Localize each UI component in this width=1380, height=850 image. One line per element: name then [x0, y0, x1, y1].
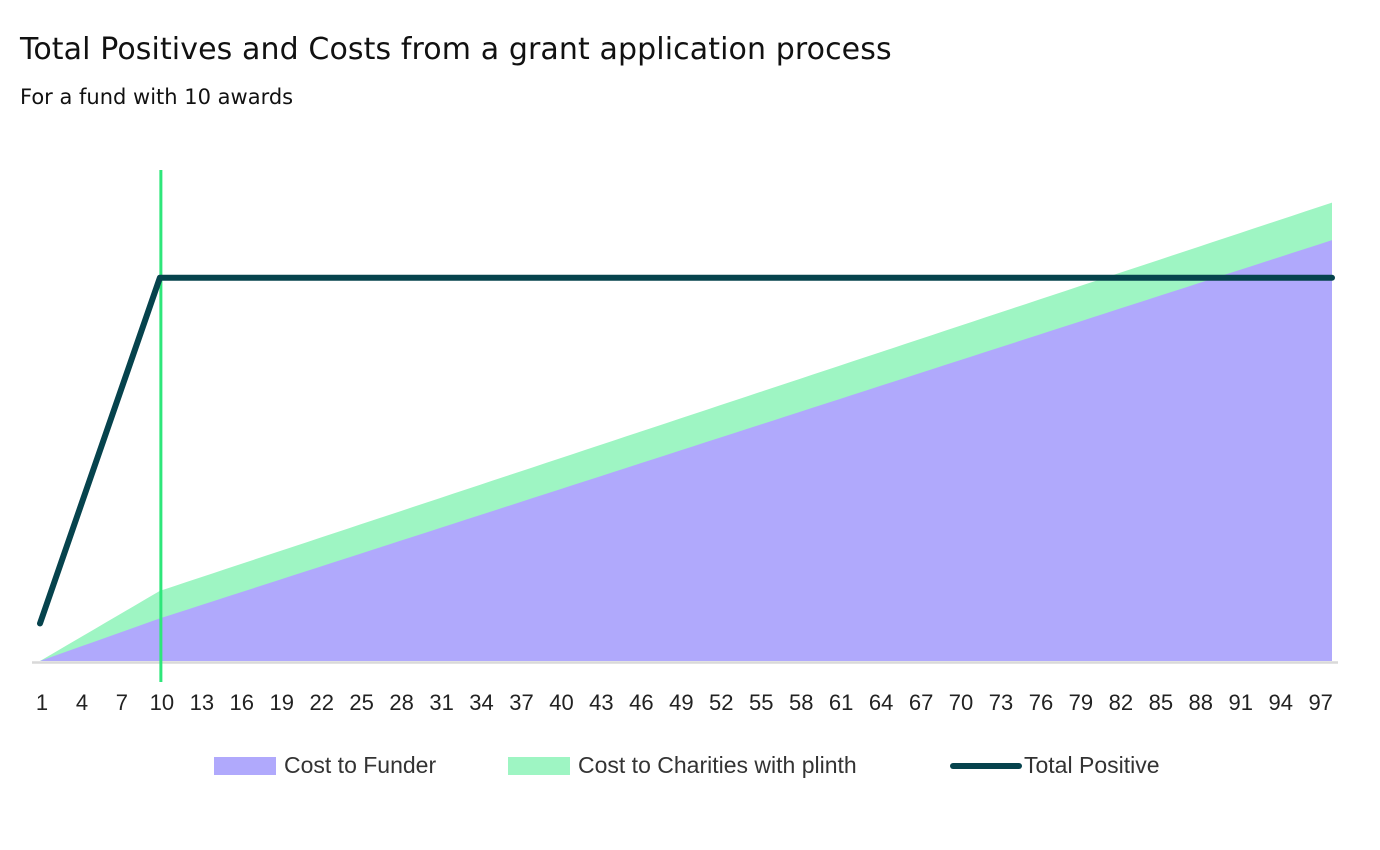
- x-tick-label: 61: [829, 690, 853, 715]
- x-tick-label: 43: [589, 690, 613, 715]
- x-tick-label: 40: [549, 690, 573, 715]
- legend-swatch-total-positive: [950, 762, 1022, 769]
- legend-swatch-funder: [214, 756, 276, 775]
- area-cost-to-funder: [40, 240, 1332, 661]
- x-tick-label: 19: [270, 690, 294, 715]
- x-tick-label: 55: [749, 690, 773, 715]
- chart-subtitle: For a fund with 10 awards: [20, 85, 294, 109]
- legend-item-cost-to-funder: Cost to Funder: [214, 752, 436, 779]
- x-tick-label: 64: [869, 690, 893, 715]
- x-tick-label: 73: [989, 690, 1013, 715]
- chart-title: Total Positives and Costs from a grant a…: [20, 32, 892, 67]
- x-tick-label: 58: [789, 690, 813, 715]
- x-tick-label: 25: [349, 690, 373, 715]
- x-tick-label: 13: [190, 690, 214, 715]
- x-tick-label: 37: [509, 690, 533, 715]
- x-tick-label: 10: [150, 690, 174, 715]
- x-tick-label: 67: [909, 690, 933, 715]
- x-tick-label: 82: [1109, 690, 1133, 715]
- x-tick-label: 91: [1229, 690, 1253, 715]
- legend: Cost to Funder Cost to Charities with pl…: [0, 752, 1380, 782]
- legend-label-total-positive: Total Positive: [1024, 752, 1160, 778]
- x-tick-label: 85: [1149, 690, 1173, 715]
- line-total-positive: [37, 274, 1335, 627]
- legend-label-funder: Cost to Funder: [284, 752, 437, 778]
- x-tick-label: 22: [309, 690, 333, 715]
- x-tick-label: 88: [1189, 690, 1213, 715]
- x-tick-label: 34: [469, 690, 493, 715]
- x-tick-label: 46: [629, 690, 653, 715]
- x-tick-label: 28: [389, 690, 413, 715]
- x-tick-label: 94: [1268, 690, 1292, 715]
- x-tick-label: 76: [1029, 690, 1053, 715]
- x-tick-label: 70: [949, 690, 973, 715]
- x-tick-label: 79: [1069, 690, 1093, 715]
- chart-canvas: 1 4 7 10 13 16 19 22 25 28 31 34 37 40 43 46 49 52 55 58 61 6…: [32, 170, 1338, 715]
- x-tick-label: 1: [36, 690, 48, 715]
- x-tick-label: 31: [429, 690, 453, 715]
- x-tick-label: 16: [230, 690, 254, 715]
- x-tick-label: 49: [669, 690, 693, 715]
- legend-item-total-positive: Total Positive: [950, 752, 1160, 779]
- legend-label-charities: Cost to Charities with plinth: [578, 752, 857, 778]
- x-tick-label: 97: [1308, 690, 1332, 715]
- x-tick-label: 4: [76, 690, 88, 715]
- x-tick-label: 7: [116, 690, 128, 715]
- x-axis-ticks: 1 4 7 10 13 16 19 22 25 28 31 34 37 40 43 46 49 52 55 58 61 6…: [36, 690, 1333, 715]
- x-tick-label: 52: [709, 690, 733, 715]
- legend-item-cost-to-charities: Cost to Charities with plinth: [508, 752, 857, 779]
- legend-swatch-charities: [508, 756, 570, 775]
